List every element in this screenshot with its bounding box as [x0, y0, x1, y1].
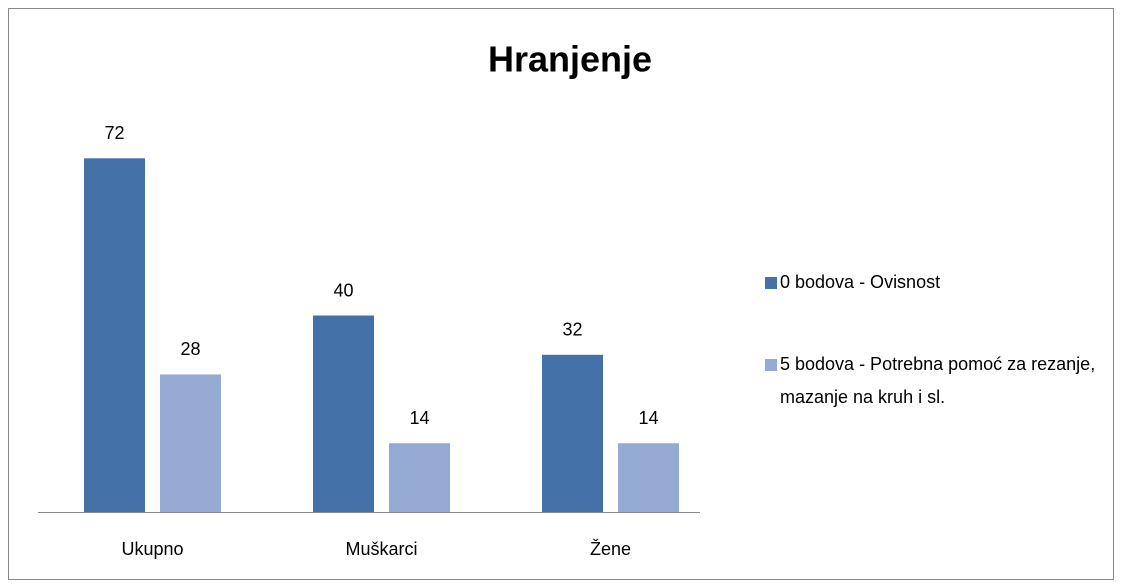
data-label: 28	[180, 339, 200, 359]
bar	[618, 443, 679, 512]
bar	[542, 354, 603, 512]
data-label: 72	[104, 123, 124, 143]
legend-label: 0 bodova - Ovisnost	[780, 272, 941, 292]
x-tick-label: Žene	[590, 539, 631, 559]
legend-swatch	[765, 359, 777, 371]
legend-item: 5 bodova - Potrebna pomoć za rezanje, ma…	[780, 354, 1096, 407]
x-tick-label: Ukupno	[121, 539, 183, 559]
legend-label: 5 bodova - Potrebna pomoć za rezanje, ma…	[780, 354, 1096, 407]
bar	[160, 374, 221, 512]
legend-swatch	[765, 277, 777, 289]
data-label: 32	[562, 320, 582, 340]
data-label: 40	[333, 280, 353, 300]
bar	[313, 315, 374, 512]
data-label: 14	[409, 408, 429, 428]
chart-title: Hranjenje	[488, 39, 652, 80]
data-label: 14	[638, 408, 658, 428]
bar	[84, 158, 145, 513]
legend-item: 0 bodova - Ovisnost	[780, 272, 941, 292]
bar	[389, 443, 450, 512]
x-tick-label: Muškarci	[345, 539, 417, 559]
